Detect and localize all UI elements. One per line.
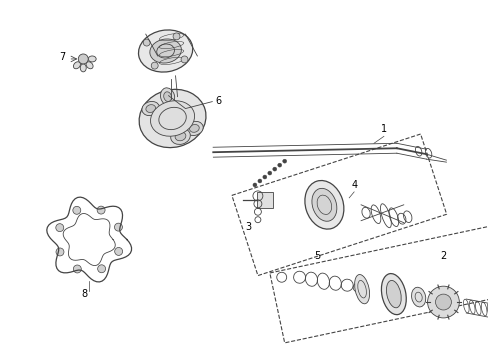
Ellipse shape	[74, 62, 80, 69]
Circle shape	[263, 175, 267, 179]
Text: 7: 7	[59, 52, 65, 62]
Ellipse shape	[146, 105, 156, 112]
Ellipse shape	[139, 30, 193, 72]
Circle shape	[283, 159, 287, 163]
Ellipse shape	[381, 274, 406, 315]
Ellipse shape	[305, 180, 344, 229]
Circle shape	[78, 54, 88, 64]
Ellipse shape	[80, 64, 86, 72]
Ellipse shape	[355, 275, 369, 304]
Ellipse shape	[86, 62, 93, 69]
Ellipse shape	[142, 102, 160, 116]
Text: 6: 6	[215, 96, 221, 105]
Ellipse shape	[175, 132, 186, 141]
Ellipse shape	[88, 56, 96, 62]
Circle shape	[56, 248, 64, 256]
Circle shape	[436, 294, 451, 310]
Ellipse shape	[312, 188, 337, 221]
Circle shape	[253, 183, 257, 187]
Circle shape	[428, 286, 459, 318]
Circle shape	[56, 224, 64, 231]
Circle shape	[143, 39, 150, 46]
Ellipse shape	[412, 287, 426, 307]
Ellipse shape	[150, 101, 195, 136]
Ellipse shape	[164, 92, 171, 102]
Circle shape	[278, 163, 282, 167]
Ellipse shape	[387, 280, 401, 308]
Text: 4: 4	[351, 180, 357, 190]
Circle shape	[273, 167, 277, 171]
Text: 1: 1	[381, 124, 387, 134]
Ellipse shape	[190, 125, 199, 132]
Ellipse shape	[161, 88, 175, 105]
Circle shape	[268, 171, 272, 175]
Text: 8: 8	[81, 289, 87, 299]
Circle shape	[115, 247, 122, 255]
Circle shape	[258, 179, 262, 183]
Circle shape	[151, 62, 158, 69]
Text: 5: 5	[314, 251, 320, 261]
Circle shape	[97, 206, 105, 214]
Ellipse shape	[139, 89, 206, 148]
Ellipse shape	[186, 121, 203, 135]
Ellipse shape	[171, 128, 190, 144]
Circle shape	[98, 265, 105, 273]
Circle shape	[74, 265, 81, 273]
Circle shape	[181, 56, 188, 63]
Circle shape	[73, 206, 81, 214]
Bar	[257, 192, 273, 208]
Circle shape	[115, 223, 122, 231]
Text: 3: 3	[245, 222, 251, 231]
Text: 2: 2	[441, 251, 446, 261]
Circle shape	[173, 33, 180, 40]
Ellipse shape	[150, 39, 181, 63]
